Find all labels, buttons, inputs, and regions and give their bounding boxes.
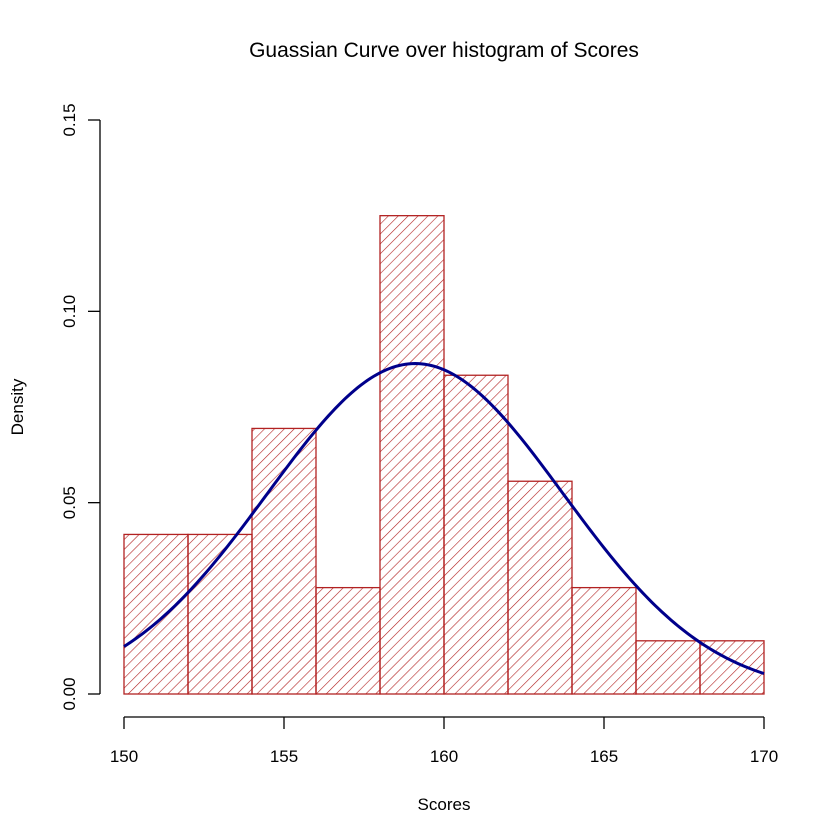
x-tick-label: 160 <box>430 747 458 766</box>
histogram-bar-5 <box>379 215 445 695</box>
y-tick-label: 0.10 <box>60 295 79 328</box>
chart-title: Guassian Curve over histogram of Scores <box>249 39 639 62</box>
y-axis-ticks: 0.00 0.05 0.10 0.15 <box>60 103 100 711</box>
y-tick-label: 0.05 <box>60 486 79 519</box>
y-tick-label: 0.15 <box>60 103 79 136</box>
histogram-bar-3 <box>251 427 317 695</box>
histogram-bar-1 <box>123 533 189 695</box>
y-tick-label: 0.00 <box>60 677 79 710</box>
histogram-bar-4 <box>315 586 381 695</box>
histogram-bar-9 <box>635 640 701 695</box>
histogram-bar-7 <box>507 480 573 695</box>
gaussian-curve <box>123 362 765 675</box>
x-tick-label: 170 <box>750 747 778 766</box>
x-tick-label: 165 <box>590 747 618 766</box>
x-axis-label: Scores <box>418 795 471 814</box>
y-axis-label: Density <box>8 378 27 435</box>
histogram-bars <box>123 215 765 695</box>
histogram-bar-8 <box>571 586 637 695</box>
x-axis-ticks: 150 155 160 165 170 <box>110 717 778 766</box>
x-tick-label: 155 <box>270 747 298 766</box>
x-tick-label: 150 <box>110 747 138 766</box>
histogram-bar-6 <box>443 374 509 695</box>
histogram-bar-2 <box>187 533 253 695</box>
